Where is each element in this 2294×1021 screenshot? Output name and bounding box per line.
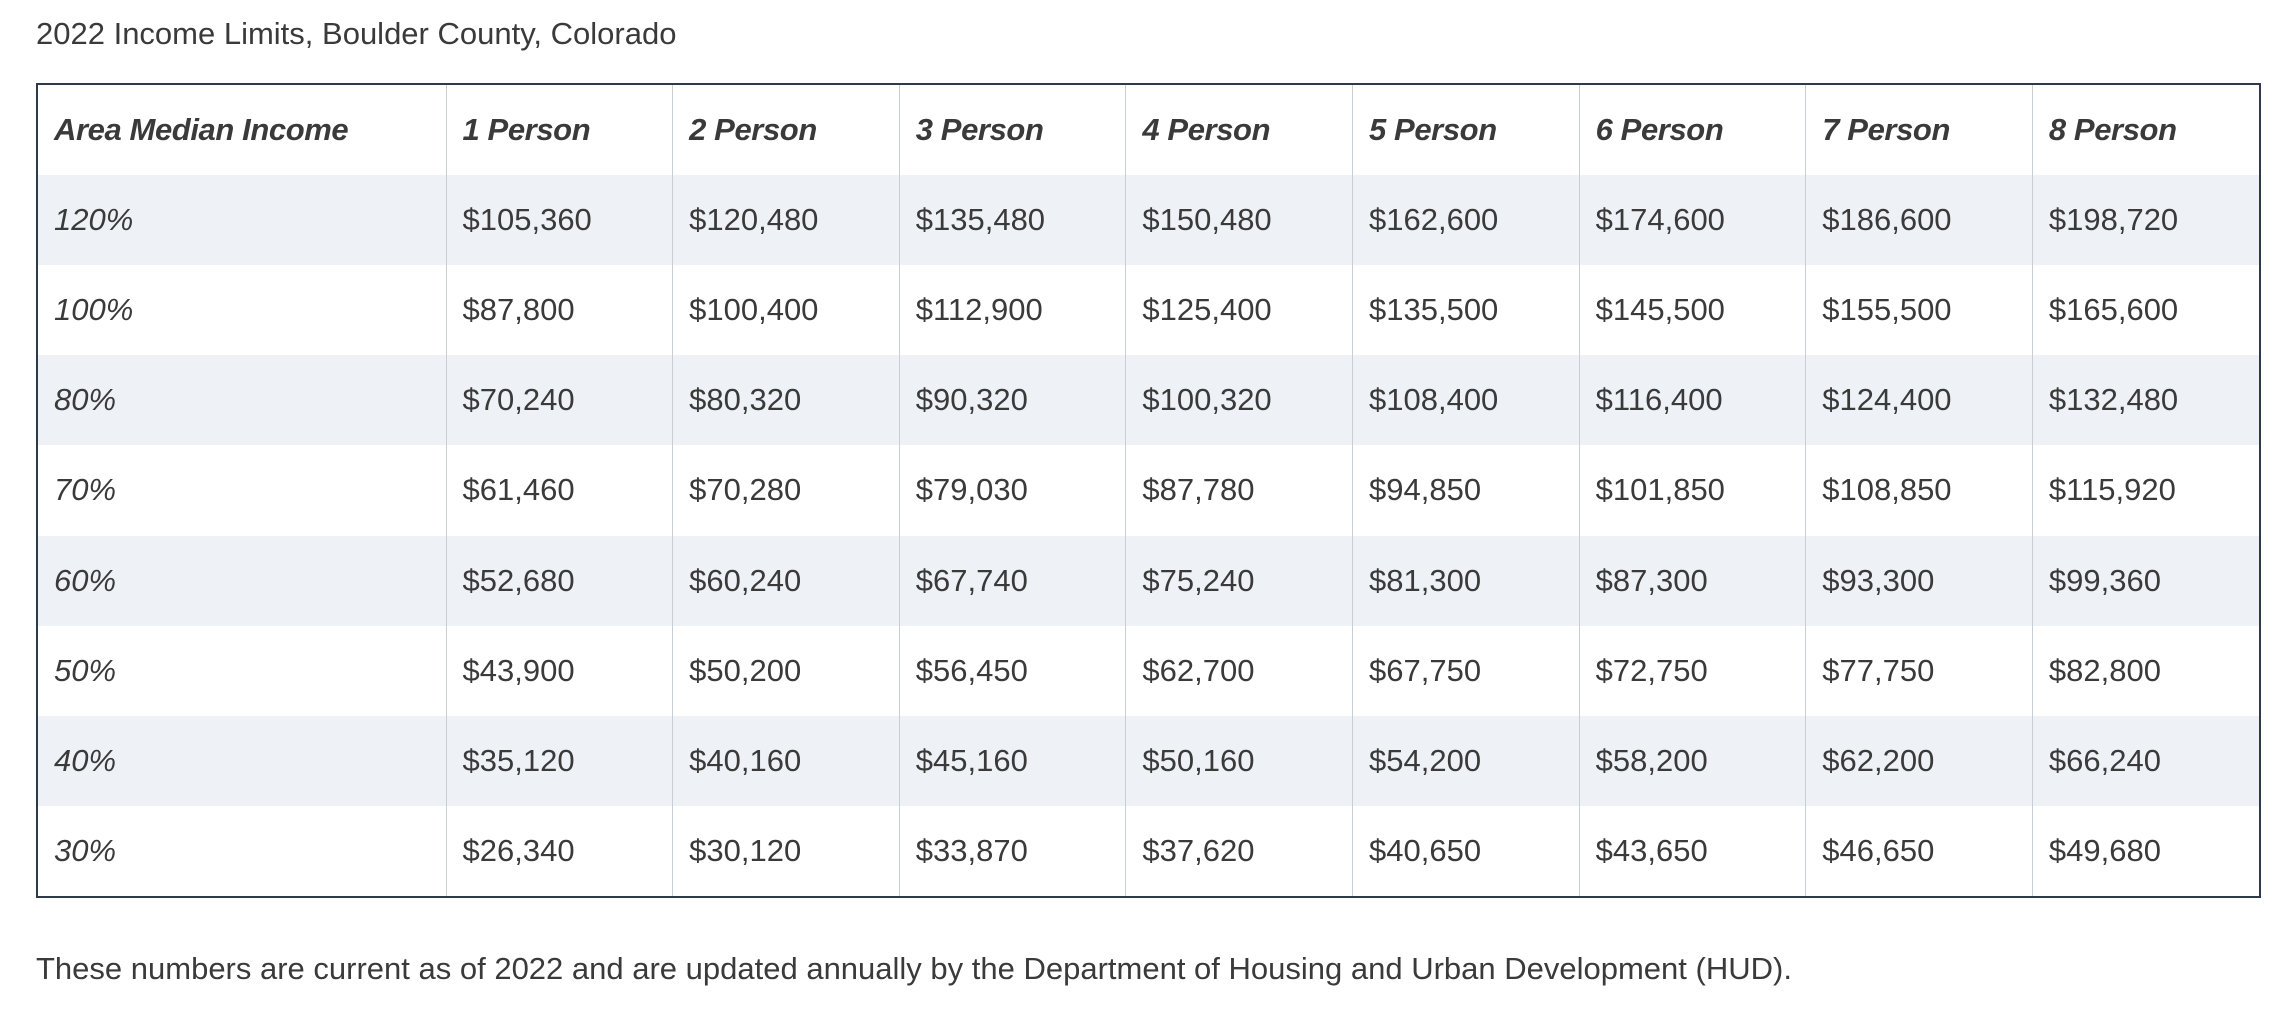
income-limit-cell: $90,320 [898, 355, 1126, 446]
income-limit-cell: $120,480 [672, 175, 900, 266]
income-limit-cell: $115,920 [2031, 445, 2259, 536]
table-row: 80% $70,240 $80,320 $90,320 $100,320 $108,400… [38, 355, 2259, 446]
column-header-4-person: 4 Person [1125, 85, 1353, 175]
income-limit-cell: $37,620 [1125, 805, 1353, 896]
income-limit-cell: $62,700 [1125, 625, 1353, 716]
income-limit-cell: $99,360 [2031, 535, 2259, 626]
income-limit-cell: $75,240 [1125, 535, 1353, 626]
income-limit-cell: $165,600 [2031, 265, 2259, 356]
income-limit-cell: $56,450 [898, 625, 1126, 716]
table-body: 120% $105,360 $120,480 $135,480 $150,480 $162… [38, 175, 2259, 896]
column-header-6-person: 6 Person [1578, 85, 1806, 175]
income-limit-cell: $40,650 [1352, 805, 1580, 896]
income-limit-cell: $80,320 [672, 355, 900, 446]
income-limit-cell: $50,200 [672, 625, 900, 716]
income-limit-cell: $82,800 [2031, 625, 2259, 716]
income-limit-cell: $150,480 [1125, 175, 1353, 266]
income-limit-cell: $87,300 [1578, 535, 1806, 626]
ami-percentage-cell: 70% [54, 472, 117, 508]
income-limit-cell: $132,480 [2031, 355, 2259, 446]
table-row: 30% $26,340 $30,120 $33,870 $37,620 $40,650 $4… [38, 805, 2259, 896]
income-limit-cell: $70,280 [672, 445, 900, 536]
income-limit-cell: $33,870 [898, 805, 1126, 896]
income-limit-cell: $45,160 [898, 715, 1126, 806]
income-limit-cell: $30,120 [672, 805, 900, 896]
income-limit-cell: $87,800 [445, 265, 673, 356]
income-limit-cell: $60,240 [672, 535, 900, 626]
income-limit-cell: $52,680 [445, 535, 673, 626]
income-limit-cell: $43,650 [1578, 805, 1806, 896]
income-limit-cell: $62,200 [1805, 715, 2033, 806]
income-limit-cell: $125,400 [1125, 265, 1353, 356]
income-limit-cell: $67,750 [1352, 625, 1580, 716]
income-limit-cell: $66,240 [2031, 715, 2259, 806]
income-limit-cell: $135,500 [1352, 265, 1580, 356]
ami-percentage-cell: 30% [54, 832, 117, 868]
income-limit-cell: $145,500 [1578, 265, 1806, 356]
table-row: 100% $87,800 $100,400 $112,900 $125,400 $135,… [38, 265, 2259, 356]
income-limit-cell: $108,850 [1805, 445, 2033, 536]
income-limit-cell: $93,300 [1805, 535, 2033, 626]
income-limit-cell: $116,400 [1578, 355, 1806, 446]
ami-percentage-cell: 40% [54, 742, 117, 778]
table-header-row: Area Median Income 1 Person 2 Person 3 Pers… [38, 85, 2259, 175]
income-limit-cell: $72,750 [1578, 625, 1806, 716]
income-limit-cell: $70,240 [445, 355, 673, 446]
ami-percentage-cell: 80% [54, 382, 117, 418]
income-limit-cell: $40,160 [672, 715, 900, 806]
column-header-7-person: 7 Person [1805, 85, 2033, 175]
income-limit-cell: $26,340 [445, 805, 673, 896]
income-limit-cell: $155,500 [1805, 265, 2033, 356]
table-row: 40% $35,120 $40,160 $45,160 $50,160 $54,200 $5… [38, 715, 2259, 806]
column-header-5-person: 5 Person [1352, 85, 1580, 175]
income-limit-cell: $100,400 [672, 265, 900, 356]
column-header-8-person: 8 Person [2031, 85, 2259, 175]
income-limit-cell: $108,400 [1352, 355, 1580, 446]
column-header-3-person: 3 Person [898, 85, 1126, 175]
income-limit-cell: $61,460 [445, 445, 673, 536]
income-limit-cell: $94,850 [1352, 445, 1580, 536]
income-limit-cell: $186,600 [1805, 175, 2033, 266]
income-limit-cell: $81,300 [1352, 535, 1580, 626]
ami-percentage-cell: 60% [54, 562, 117, 598]
table-row: 50% $43,900 $50,200 $56,450 $62,700 $67,750 $7… [38, 625, 2259, 716]
ami-percentage-cell: 50% [54, 652, 117, 688]
table-row: 120% $105,360 $120,480 $135,480 $150,480 $162… [38, 175, 2259, 266]
income-limit-cell: $135,480 [898, 175, 1126, 266]
income-limit-cell: $87,780 [1125, 445, 1353, 536]
income-limit-cell: $50,160 [1125, 715, 1353, 806]
ami-percentage-cell: 120% [54, 202, 134, 238]
income-limit-cell: $54,200 [1352, 715, 1580, 806]
income-limit-cell: $198,720 [2031, 175, 2259, 266]
income-limit-cell: $58,200 [1578, 715, 1806, 806]
income-limit-cell: $49,680 [2031, 805, 2259, 896]
income-limit-cell: $174,600 [1578, 175, 1806, 266]
column-header-1-person: 1 Person [445, 85, 673, 175]
income-limit-cell: $77,750 [1805, 625, 2033, 716]
income-limit-cell: $162,600 [1352, 175, 1580, 266]
income-limit-cell: $124,400 [1805, 355, 2033, 446]
income-limit-cell: $79,030 [898, 445, 1126, 536]
income-limit-cell: $43,900 [445, 625, 673, 716]
income-limit-cell: $105,360 [445, 175, 673, 266]
table-row: 60% $52,680 $60,240 $67,740 $75,240 $81,300 $8… [38, 535, 2259, 626]
column-header-2-person: 2 Person [672, 85, 900, 175]
footnote: These numbers are current as of 2022 and… [36, 951, 1792, 986]
table-row: 70% $61,460 $70,280 $79,030 $87,780 $94,850 $1… [38, 445, 2259, 536]
income-limit-cell: $101,850 [1578, 445, 1806, 536]
income-limit-cell: $112,900 [898, 265, 1126, 356]
table-caption: 2022 Income Limits, Boulder County, Colo… [36, 16, 677, 51]
income-limit-cell: $46,650 [1805, 805, 2033, 896]
ami-percentage-cell: 100% [54, 292, 134, 328]
income-limit-cell: $67,740 [898, 535, 1126, 626]
income-limits-table: Area Median Income 1 Person 2 Person 3 Pers… [36, 83, 2261, 898]
income-limit-cell: $35,120 [445, 715, 673, 806]
income-limit-cell: $100,320 [1125, 355, 1353, 446]
column-header-ami: Area Median Income [54, 112, 349, 147]
